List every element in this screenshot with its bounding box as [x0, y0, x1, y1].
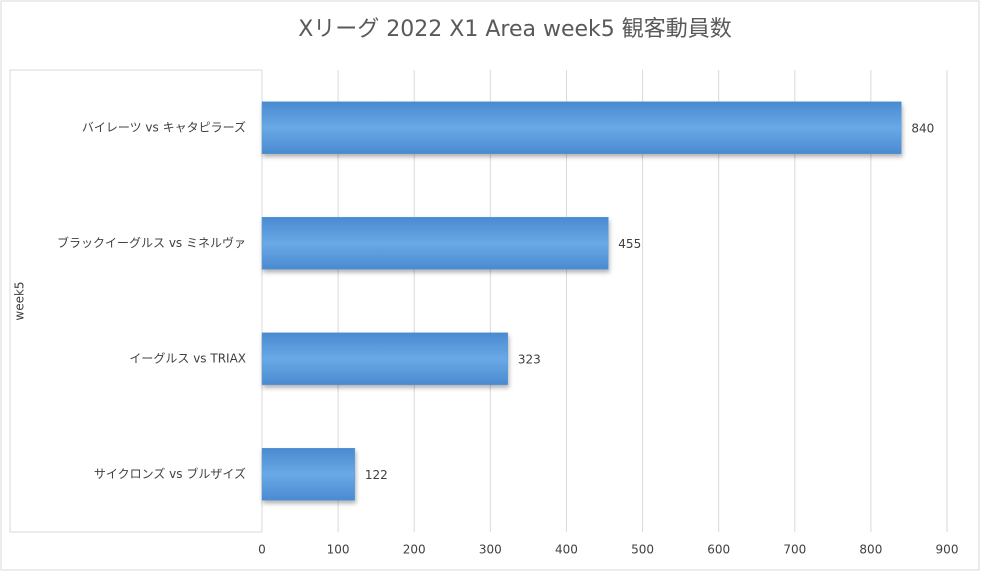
value-label: 455 — [618, 237, 641, 251]
y-axis-label: week5 — [13, 281, 27, 320]
x-tick-label: 500 — [631, 543, 654, 557]
value-label: 840 — [911, 121, 934, 135]
x-tick-label: 100 — [327, 543, 350, 557]
bar — [261, 101, 902, 154]
bar — [261, 448, 356, 501]
x-tick-label: 400 — [555, 543, 578, 557]
y-tick-label: ブラックイーグルス vs ミネルヴァ — [57, 235, 246, 250]
category-box — [9, 69, 262, 533]
x-tick-label: 800 — [859, 543, 882, 557]
y-tick-label: バイレーツ vs キャタピラーズ — [82, 119, 246, 134]
bar — [261, 217, 609, 270]
x-tick-label: 0 — [258, 543, 266, 557]
value-label: 323 — [518, 352, 541, 366]
value-label: 122 — [365, 468, 388, 482]
x-tick-label: 900 — [936, 543, 959, 557]
y-tick-label: サイクロンズ vs ブルザイズ — [94, 466, 246, 481]
bar — [261, 332, 509, 385]
x-tick-label: 700 — [783, 543, 806, 557]
x-tick-label: 200 — [403, 543, 426, 557]
x-tick-label: 600 — [707, 543, 730, 557]
y-tick-label: イーグルス vs TRIAX — [129, 351, 246, 365]
x-tick-label: 300 — [479, 543, 502, 557]
chart-title: Xリーグ 2022 X1 Area week5 観客動員数 — [298, 17, 732, 42]
